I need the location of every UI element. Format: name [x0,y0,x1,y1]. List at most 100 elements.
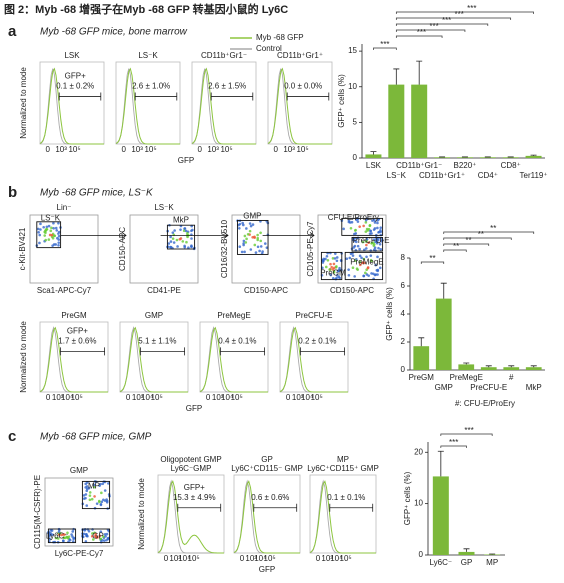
flow-dot [56,236,59,240]
histogram-title: PreMegE [217,311,250,320]
flow-dot [360,256,363,260]
flow-arrow [160,232,229,239]
flow-dot [92,538,95,541]
significance-label: *** [442,16,451,25]
significance-label: *** [455,10,464,19]
flow-dot [101,482,105,486]
flow-dot [68,538,72,542]
flow-dot [243,250,246,254]
flow-dot [181,240,185,243]
flow-dot [56,537,60,540]
histogram-tick: 10⁵ [188,554,200,563]
histogram-tick: 10⁵ [68,145,80,154]
gfp-curve [267,67,332,145]
flow-dot [356,220,360,223]
flow-dot [329,273,333,277]
bar [388,84,405,158]
flow-dot [92,485,96,489]
flow-dot [367,274,370,277]
flow-dot [355,240,358,244]
flow-dot [107,482,110,485]
flow-dot [365,227,369,231]
flow-dot [358,263,362,267]
y-tick-label: 5 [353,117,358,126]
flow-dot [45,225,49,229]
significance-bracket [395,17,512,20]
gfp-curve [233,480,300,554]
gate-box [341,217,384,236]
histogram-y-label: Normalized to mode [137,478,146,550]
bar [502,157,519,158]
significance-bracket [395,23,489,26]
gate-bracket [329,503,374,512]
flow-dot [261,250,264,253]
flow-dot [93,495,96,498]
flow-dot [50,226,53,230]
flow-dot [365,247,368,250]
flow-frame [44,477,114,547]
flow-dot [347,273,351,277]
flow-dot [335,276,338,280]
x-tick-label: CD11b⁺Gr1⁻ [396,161,442,170]
flow-dot [363,248,366,252]
gate-name: MP [88,481,100,490]
histogram-tick: 10³ [207,145,219,154]
gate-value: 2.6 ± 1.0% [132,82,170,91]
flow-dot [371,219,374,222]
bar [432,476,449,555]
histogram-x-label: GFP [186,404,202,413]
flow-dot [372,228,376,231]
flow-dot [63,533,66,536]
histogram-tick: 0 [126,393,131,402]
flow-dot [375,238,378,242]
flow-dot [54,226,58,230]
histogram-title: GMP [145,311,163,320]
flow-dot [57,234,61,238]
flow-dot [52,226,55,230]
flow-dot [66,531,69,535]
histogram-tick: 10⁵ [144,145,156,154]
histogram-tick: 10³ [283,145,295,154]
flow-dot [333,257,337,260]
flow-dot [99,537,102,541]
error-bar [437,450,444,477]
histogram-title: LSK [64,51,80,60]
histogram-tick: 10³ [132,393,144,402]
gate-value: 0.4 ± 0.1% [218,337,256,346]
gate-box [47,528,77,544]
flow-dot [83,529,86,532]
flow-dot [44,238,48,242]
significance-bracket [443,237,512,240]
flow-dot [95,535,98,539]
flow-x-label: CD150-APC [330,286,374,295]
histogram-tick: 10⁴ [330,554,343,563]
gate-box [320,251,343,281]
gfp-curve [39,67,104,145]
flow-dot [103,532,107,536]
flow-dot [328,268,331,271]
histogram-tick: 10³ [212,393,224,402]
flow-dot [376,226,379,230]
footnote: #: CFU-E/ProEry [455,399,515,408]
y-tick-label: 6 [401,281,406,290]
flow-dot [373,221,377,224]
error-bar [530,365,537,368]
histogram-tick: 10⁴ [221,393,234,402]
flow-dot [353,275,356,278]
y-tick-label: 15 [348,46,357,55]
gate-label: GFP+ [184,483,205,492]
histogram-title: Ly6C⁺CD115⁻ GMP [231,464,303,473]
flow-dot [43,230,46,234]
flow-dot [238,222,242,226]
flow-dot [353,232,356,236]
gate-name: PreMegE [350,258,383,267]
histogram-tick: 10³ [169,554,181,563]
flow-dot [55,229,59,232]
flow-dot [246,232,250,236]
flow-dot [368,232,372,235]
flow-dot [84,540,88,543]
flow-dot [100,500,104,504]
flow-dot [373,218,376,222]
flow-dot [39,222,42,226]
